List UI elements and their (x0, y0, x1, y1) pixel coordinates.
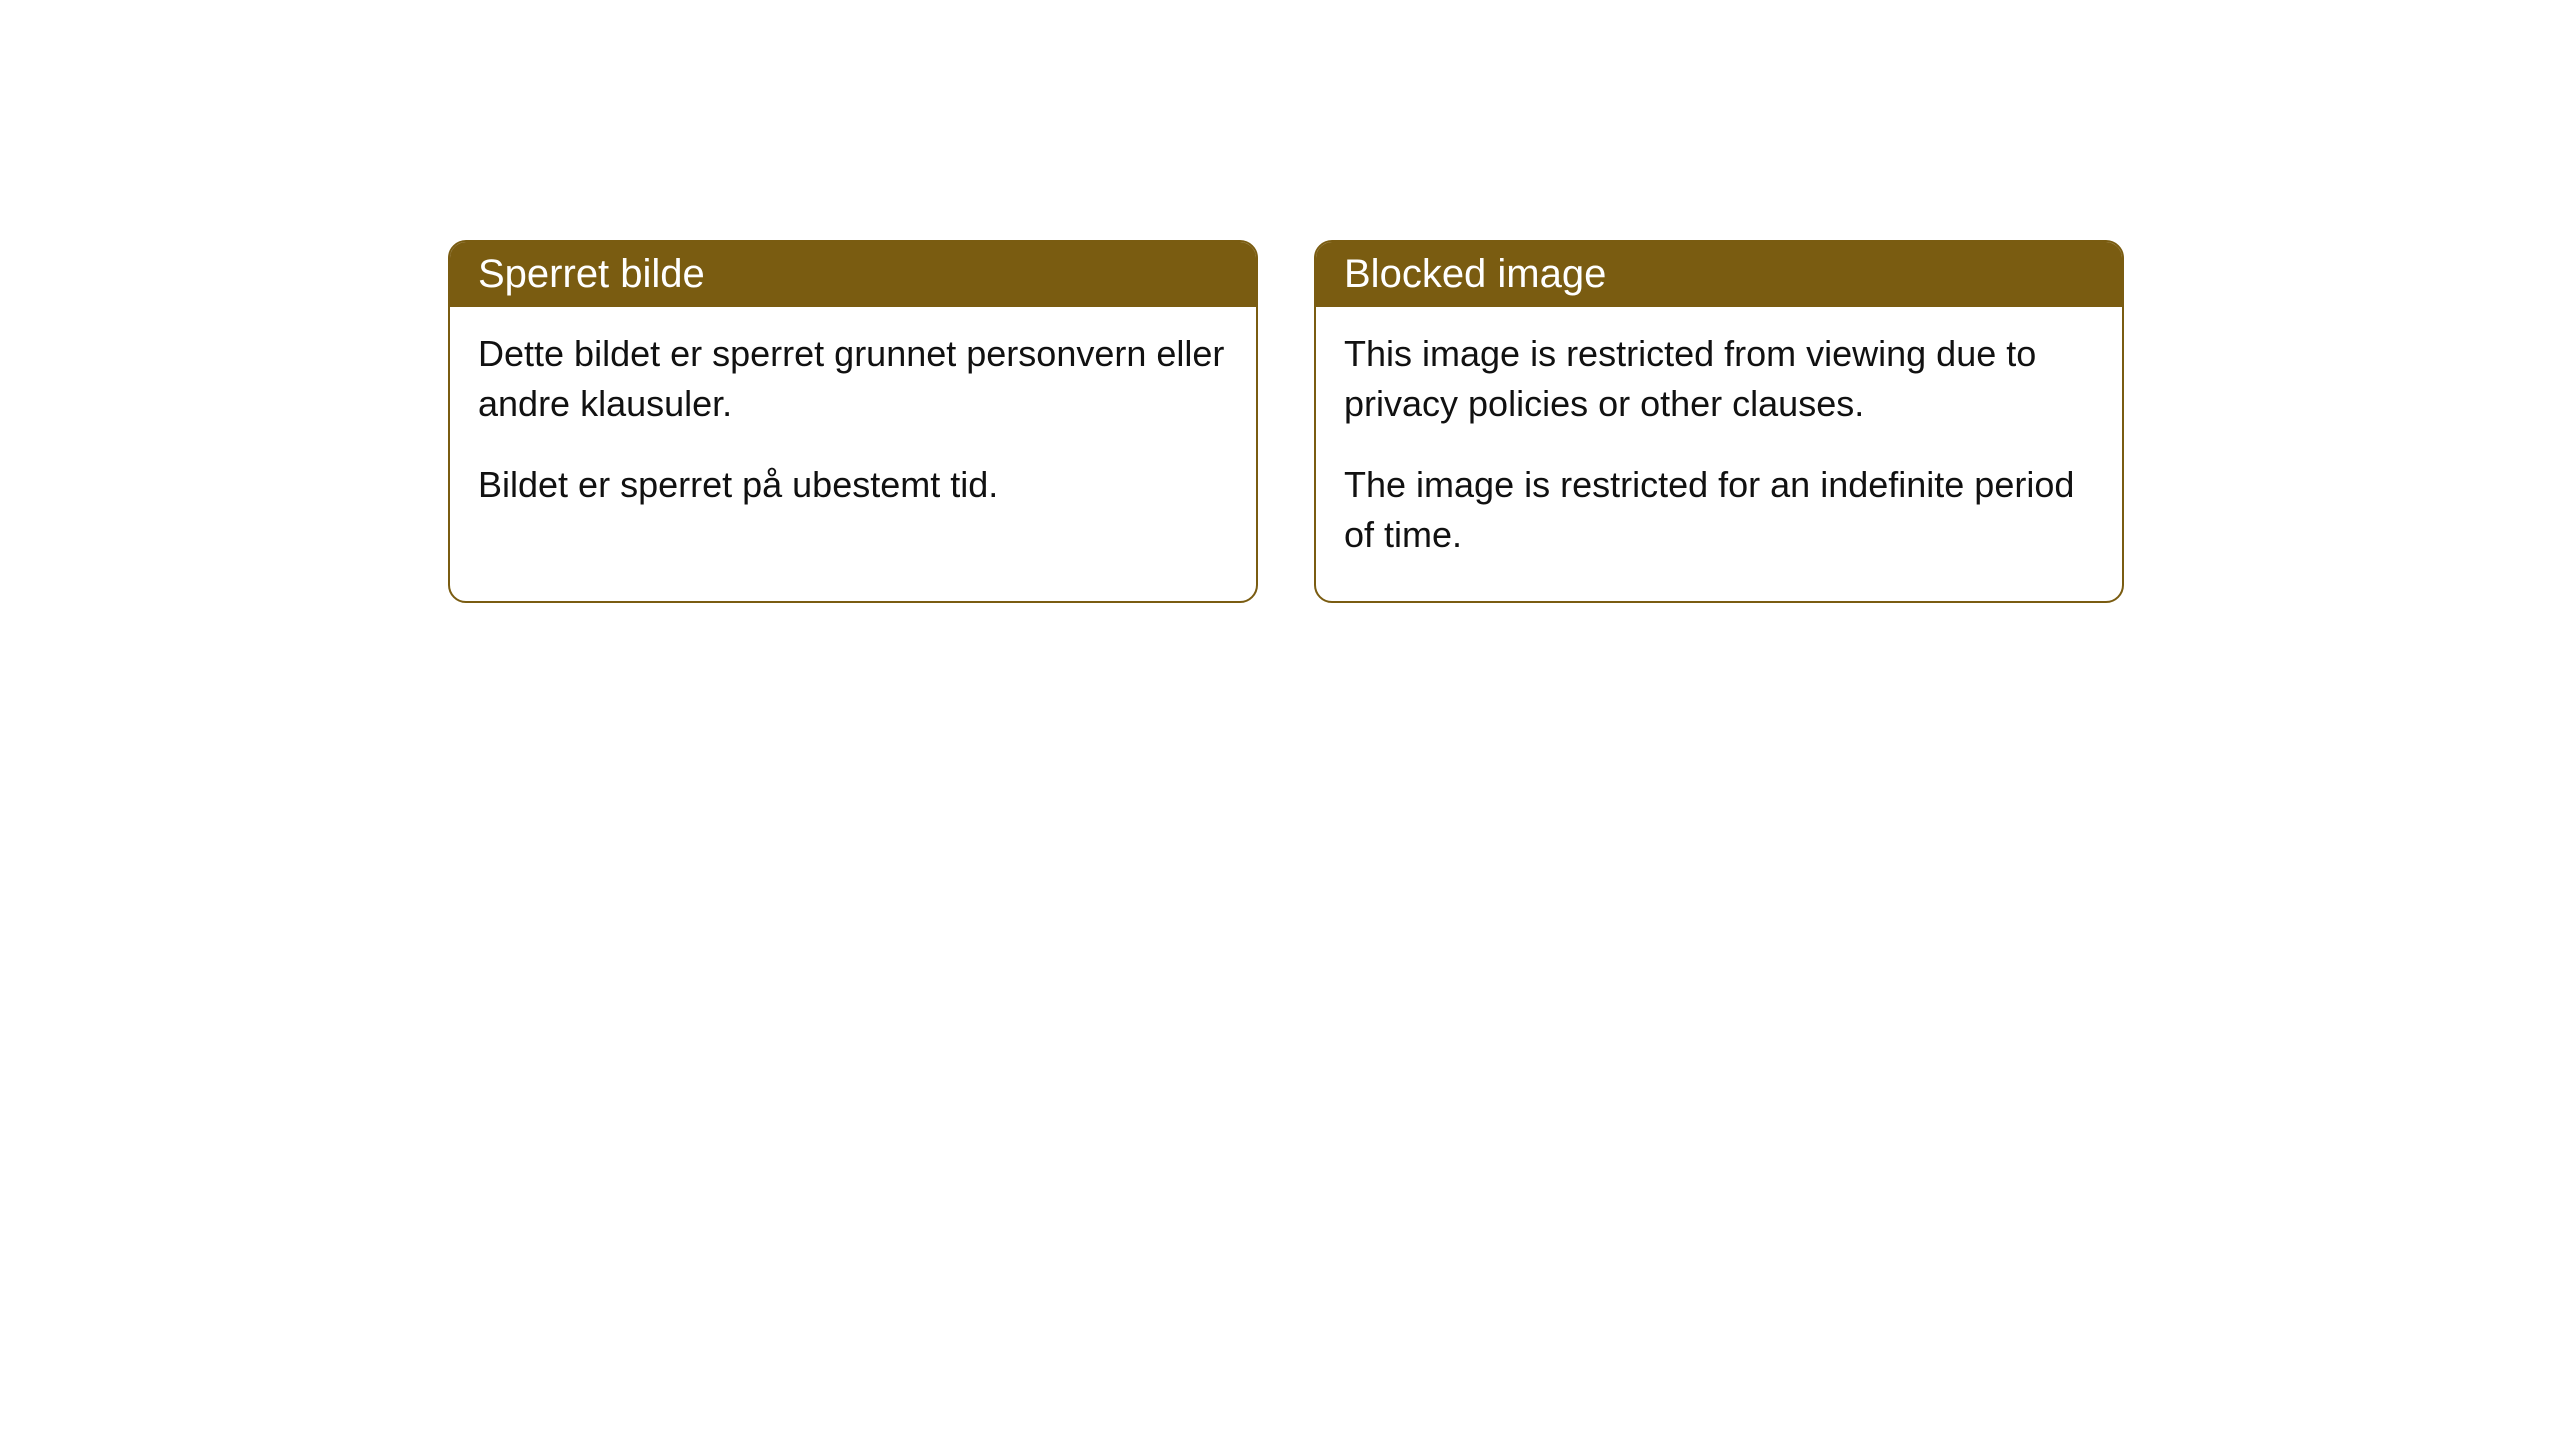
card-paragraph: Dette bildet er sperret grunnet personve… (478, 329, 1228, 430)
card-title: Blocked image (1344, 252, 1606, 296)
card-header: Blocked image (1316, 242, 2122, 307)
card-paragraph: This image is restricted from viewing du… (1344, 329, 2094, 430)
blocked-image-card-english: Blocked image This image is restricted f… (1314, 240, 2124, 603)
card-paragraph: The image is restricted for an indefinit… (1344, 460, 2094, 561)
card-body: This image is restricted from viewing du… (1316, 307, 2122, 601)
blocked-image-card-norwegian: Sperret bilde Dette bildet er sperret gr… (448, 240, 1258, 603)
notice-cards-container: Sperret bilde Dette bildet er sperret gr… (448, 240, 2124, 603)
card-body: Dette bildet er sperret grunnet personve… (450, 307, 1256, 550)
card-paragraph: Bildet er sperret på ubestemt tid. (478, 460, 1228, 510)
card-header: Sperret bilde (450, 242, 1256, 307)
card-title: Sperret bilde (478, 252, 705, 296)
